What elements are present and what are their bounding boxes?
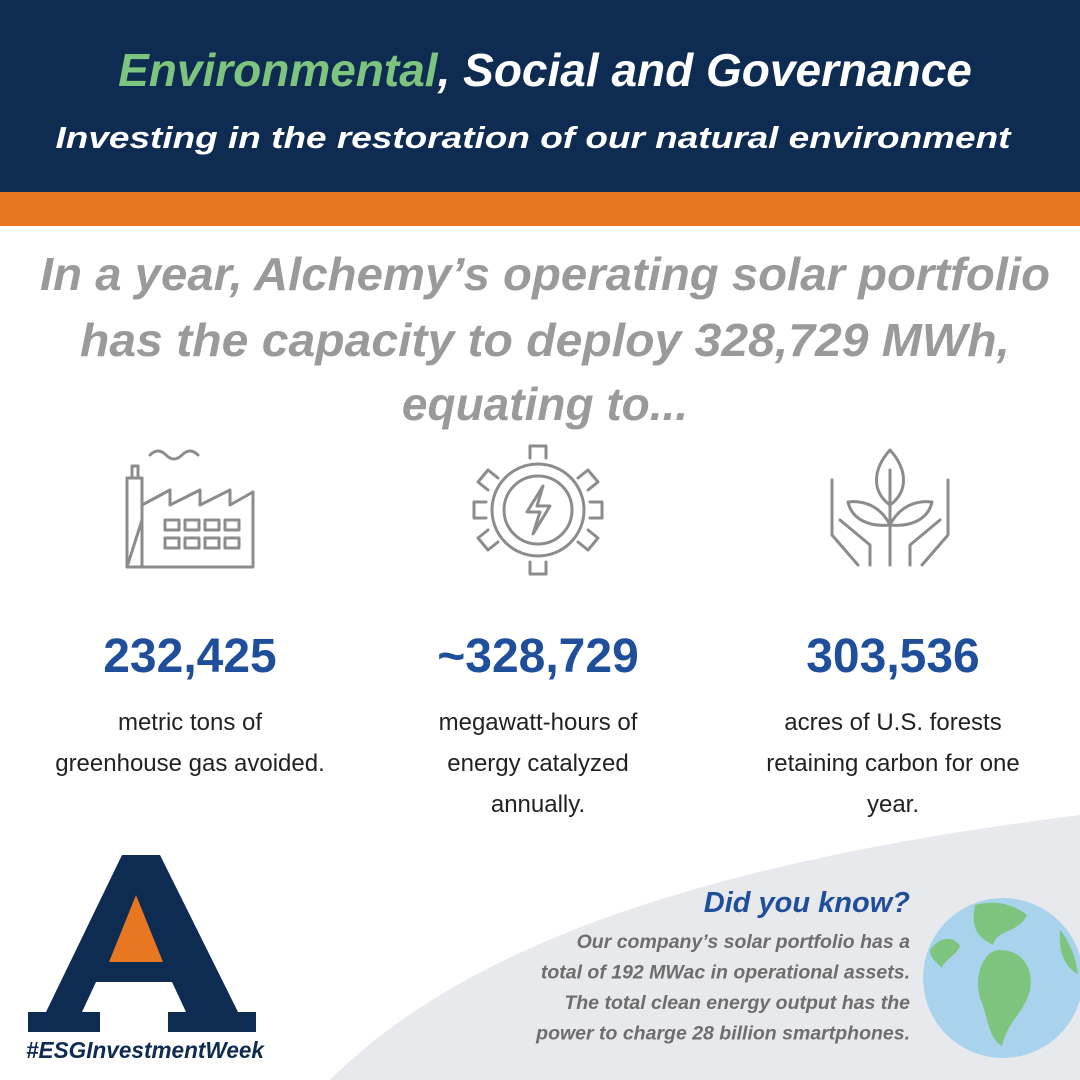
title-highlight: Environmental: [118, 44, 439, 96]
globe: [923, 898, 1080, 1058]
intro-line: equating to...: [402, 378, 688, 430]
did-you-know-line: total of 192 MWac in operational assets.: [541, 962, 910, 984]
stat-value: 303,536: [806, 630, 980, 683]
intro-line: has the capacity to deploy 328,729 MWh,: [80, 314, 1010, 366]
factory-icon: [125, 449, 255, 569]
did-you-know-line: Our company’s solar portfolio has a: [577, 931, 911, 953]
stat-description: year.: [867, 791, 919, 818]
hashtag: #ESGInvestmentWeek: [26, 1037, 265, 1063]
stat-value: ~328,729: [437, 630, 639, 683]
did-you-know-line: The total clean energy output has the: [564, 992, 910, 1014]
header-subtitle: Investing in the restoration of our natu…: [56, 120, 1013, 155]
plant-icon: [830, 448, 950, 567]
intro-line: In a year, Alchemy’s operating solar por…: [40, 248, 1050, 300]
header-title: Environmental, Social and Governance: [118, 44, 972, 96]
stat-description: energy catalyzed: [447, 750, 628, 777]
header-band: [0, 0, 1080, 192]
stat-description: acres of U.S. forests: [784, 709, 1001, 736]
stat-value: 232,425: [103, 630, 277, 683]
did-you-know-line: power to charge 28 billion smartphones.: [535, 1023, 910, 1045]
accent-band: [0, 192, 1080, 226]
background-curve: [330, 815, 1080, 1080]
energy-icon: [472, 444, 604, 576]
stat-description: metric tons of: [118, 709, 262, 736]
stat-description: annually.: [491, 791, 585, 818]
did-you-know-title: Did you know?: [704, 887, 911, 919]
title-rest: , Social and Governance: [437, 44, 972, 96]
stat-description: greenhouse gas avoided.: [55, 750, 325, 777]
stat-description: retaining carbon for one: [766, 750, 1020, 777]
stat-description: megawatt-hours of: [439, 709, 638, 736]
logo: [28, 855, 256, 1032]
